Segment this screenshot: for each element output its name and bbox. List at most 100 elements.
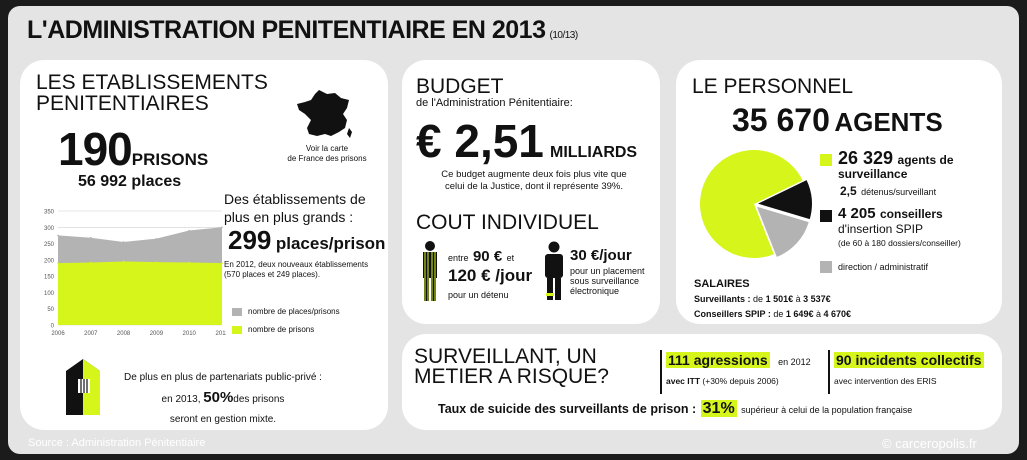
- suicide-pct: 31%: [700, 400, 737, 417]
- divider-2: [828, 350, 830, 394]
- aggressions-year: en 2012: [778, 357, 811, 367]
- y-tick-label: 100: [44, 291, 55, 297]
- salaires-heading: SALAIRES: [694, 278, 750, 290]
- surv-line: 26 329 agents de: [838, 148, 954, 169]
- ppp-line-1: De plus en plus de partenariats public-p…: [124, 372, 322, 383]
- credit-link[interactable]: © carceropolis.fr: [882, 436, 977, 451]
- france-map-icon[interactable]: [295, 88, 355, 143]
- incidents-sub: avec intervention des ERIS: [834, 376, 937, 386]
- risque-heading-1: SURVEILLANT, UN: [414, 345, 597, 368]
- cost2-line-2: sous surveillance: [570, 276, 640, 286]
- x-tick-label: 2010: [183, 331, 197, 337]
- cost-v1: 90 €: [472, 248, 503, 265]
- map-caption[interactable]: Voir la carte de France des prisons: [282, 144, 372, 164]
- surv-ratio-num: 2,5: [840, 184, 857, 198]
- ppp-pct: 50%: [203, 389, 234, 406]
- data-point: [122, 241, 125, 243]
- bigger-text: Des établissements de plus en plus grand…: [224, 190, 366, 226]
- prison-building-icon: [66, 359, 100, 415]
- surv-ratio-line: 2,5 détenus/surveillant: [840, 182, 936, 200]
- pie-slice-surveillance: [700, 150, 803, 258]
- data-point: [155, 261, 158, 263]
- data-point: [57, 234, 59, 237]
- y-tick-label: 0: [51, 324, 55, 330]
- salaire-surveillants: Surveillants : de 1 501€ à 3 537€: [694, 294, 831, 304]
- cost2: 30 €/jour: [570, 247, 632, 264]
- legend-label-places: nombre de places/prisons: [248, 307, 340, 316]
- cost2-line-1: pour un placement: [570, 266, 645, 276]
- map-caption-2: de France des prisons: [287, 154, 367, 163]
- x-tick-label: 2009: [150, 331, 164, 337]
- incidents-num: 90 incidents collectifs: [834, 352, 984, 368]
- places-chart: 0 50 100 150 200 250 300 350 2006 2007 2008 2009 201…: [44, 210, 226, 338]
- budget-text: Ce budget augmente deux fois plus vite q…: [424, 169, 644, 193]
- swatch-admin: [820, 261, 832, 273]
- spip-line: 4 205 conseillers: [838, 205, 943, 223]
- places-per-prison: 299 places/prison: [228, 225, 385, 256]
- sal1-b: 3 537€: [803, 294, 831, 304]
- pie-slice-spip: [757, 180, 812, 220]
- cost-et: et: [506, 253, 515, 263]
- surv-num: 26 329: [838, 148, 894, 168]
- new-establishments-note: En 2012, deux nouveaux établissements (5…: [224, 260, 368, 280]
- aggr-itt: avec ITT: [666, 376, 701, 386]
- risque-heading-2: METIER A RISQUE?: [414, 365, 609, 388]
- data-point: [122, 260, 125, 263]
- budget-text-1: Ce budget augmente deux fois plus vite q…: [441, 169, 627, 180]
- ppp-line-2: en 2013, 50%des prisons: [108, 388, 338, 410]
- sal2-de: de: [773, 309, 784, 319]
- note-line-2: (570 places et 249 places).: [224, 270, 321, 279]
- surv-label-1: agents de: [897, 153, 954, 167]
- title-text: L'ADMINISTRATION PENITENTIAIRE EN 2013: [27, 16, 546, 44]
- sal2-a: 1 649€: [785, 309, 814, 319]
- budget-text-2: celui de la Justice, dont il représente …: [445, 181, 623, 192]
- suicide-text: Taux de suicide des surveillants de pris…: [438, 402, 697, 416]
- card-etablissements: LES ETABLISSEMENTS PENITENTIAIRES 190PRI…: [20, 60, 388, 430]
- card-personnel: LE PERSONNEL 35 670 AGENTS 26 329 agents…: [676, 60, 1002, 324]
- admin-label: direction / administratif: [838, 262, 929, 272]
- prisons-num: 190: [58, 123, 133, 175]
- data-point: [90, 236, 92, 239]
- bigger-line-1: Des établissements de: [224, 191, 366, 207]
- aggressions-itt: avec ITT (+30% depuis 2006): [666, 376, 779, 386]
- sal2-b: 4 670€: [823, 309, 852, 319]
- data-point: [57, 262, 59, 264]
- card-budget: BUDGET de l'Administration Pénitentiaire…: [402, 60, 660, 324]
- aggressions-num: 111 agressions: [666, 352, 770, 368]
- swatch-surveillance: [820, 154, 832, 166]
- cost2-text: pour un placement sous surveillance élec…: [570, 266, 645, 296]
- divider-1: [660, 350, 662, 394]
- y-tick-label: 200: [44, 258, 55, 264]
- cost-line-1: entre 90 € et: [448, 248, 514, 266]
- ppp-line-2c: des prisons: [233, 394, 285, 405]
- data-point: [221, 226, 223, 229]
- x-tick-label: 2007: [84, 331, 98, 337]
- cost-sub: pour un détenu: [448, 290, 509, 300]
- data-point: [188, 229, 190, 232]
- surv-label-2: surveillance: [838, 167, 908, 181]
- y-tick-label: 150: [44, 275, 55, 281]
- y-tick-label: 300: [44, 226, 55, 232]
- personnel-pie: [700, 150, 812, 258]
- aggressions-line: 111 agressions en 2012: [666, 352, 811, 370]
- prisons-count: 190PRISONS: [58, 122, 208, 176]
- agents-total: 35 670 AGENTS: [732, 102, 943, 139]
- card-risque: SURVEILLANT, UN METIER A RISQUE? 111 agr…: [402, 334, 1002, 430]
- data-point: [155, 237, 158, 240]
- salaire-spip: Conseillers SPIP : de 1 649€ à 4 670€: [694, 309, 851, 319]
- spip-sub: (de 60 à 180 dossiers/conseiller): [838, 238, 961, 248]
- ppp-text: De plus en plus de partenariats public-p…: [108, 368, 338, 430]
- surv-ratio: détenus/surveillant: [861, 187, 937, 197]
- cost-heading: COUT INDIVIDUEL: [416, 211, 599, 234]
- spip-num: 4 205: [838, 205, 876, 222]
- data-point: [221, 262, 223, 264]
- sal2-label: Conseillers SPIP :: [694, 309, 771, 319]
- legend-swatch-prisons: [232, 326, 242, 334]
- prisons-label: PRISONS: [131, 150, 209, 169]
- legend-swatch-places: [232, 308, 242, 316]
- budget-subheading: de l'Administration Pénitentiaire:: [416, 97, 573, 109]
- prisoner-icon: [423, 241, 437, 301]
- sal1-a: 1 501€: [765, 294, 794, 304]
- suicide-tail: supérieur à celui de la population franç…: [741, 405, 913, 415]
- sal1-de: de: [753, 294, 764, 304]
